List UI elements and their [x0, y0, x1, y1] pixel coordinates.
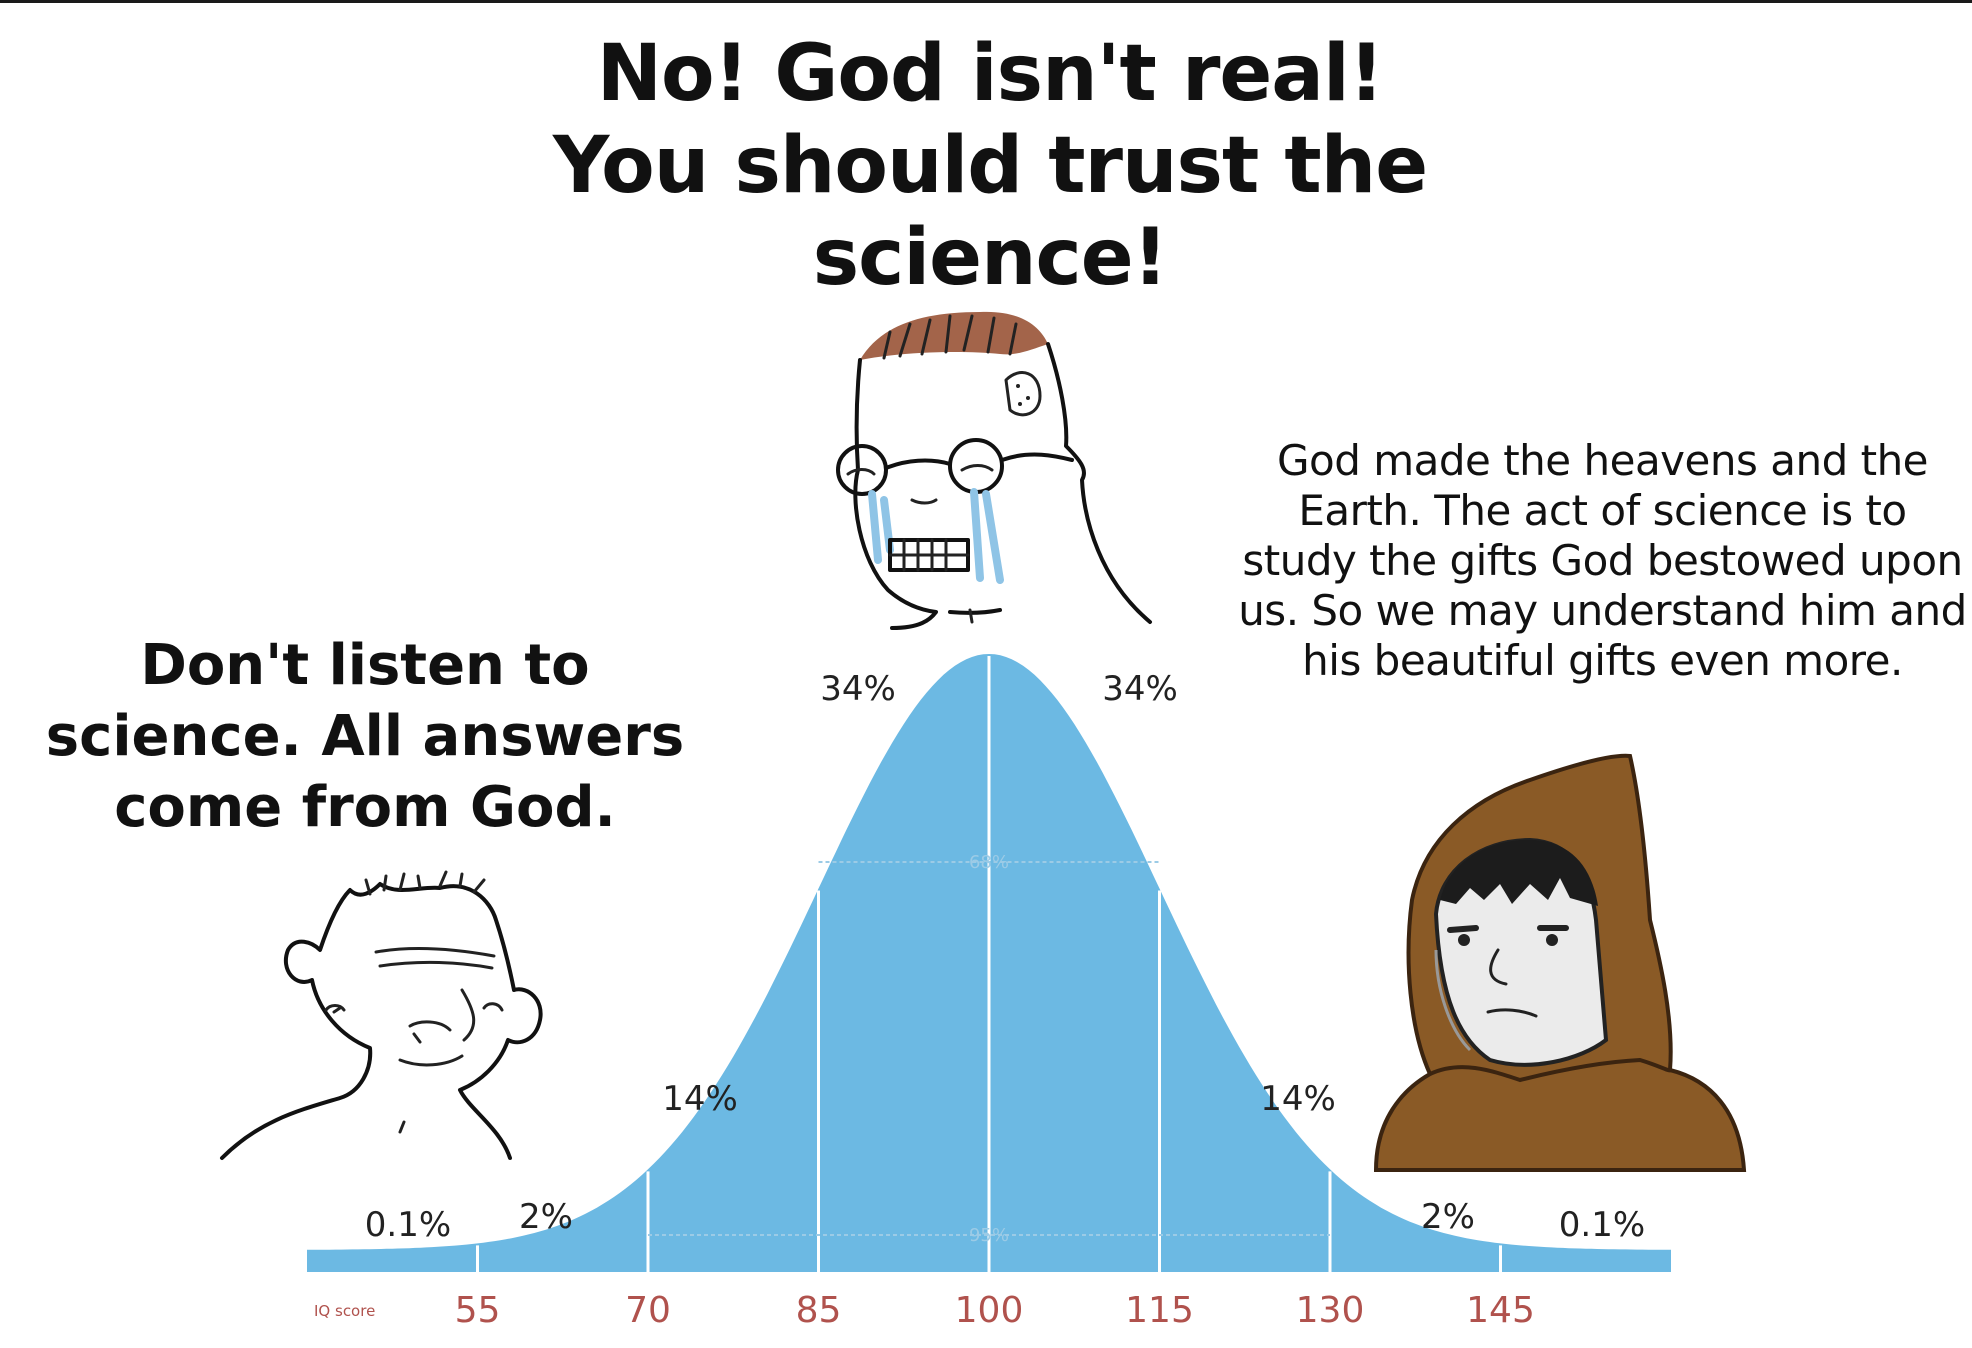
x-tick-label: 100: [955, 1290, 1024, 1331]
segment-label: 2%: [1421, 1197, 1475, 1237]
segment-label: 0.1%: [1559, 1205, 1645, 1245]
caption-left: Don't listen to science. All answers com…: [45, 633, 685, 840]
crying-nerd-wojak-icon: [836, 311, 1152, 630]
inner-label: 95%: [969, 1225, 1009, 1246]
x-tick-label: 85: [796, 1290, 842, 1331]
x-tick-label: 145: [1466, 1290, 1535, 1331]
segment-label: 2%: [519, 1197, 573, 1237]
x-tick-label: 130: [1296, 1290, 1365, 1331]
x-tick-label: 115: [1125, 1290, 1194, 1331]
x-tick-label: 70: [625, 1290, 671, 1331]
x-tick-label: 55: [455, 1290, 501, 1331]
inner-label: 68%: [969, 852, 1009, 873]
curve-layer: [307, 654, 1671, 1272]
segment-label: 14%: [662, 1079, 738, 1119]
segment-label: 14%: [1260, 1079, 1336, 1119]
segment-label: 34%: [820, 669, 896, 709]
x-axis-label: IQ score: [314, 1302, 375, 1320]
segment-label: 34%: [1102, 669, 1178, 709]
label-layer: 68% 95% 0.1% 2% 14% 34% 34% 14% 2% 0.1% 55 70 85 100 1…: [314, 669, 1645, 1331]
top-border: [0, 0, 1972, 3]
segment-label: 0.1%: [365, 1205, 451, 1245]
hooded-monk-wojak-icon: [1373, 753, 1747, 1172]
caption-middle: No! God isn't real! You should trust the…: [552, 29, 1428, 303]
caption-right: God made the heavens and the Earth. The …: [1238, 436, 1967, 685]
wojak-icon: [220, 870, 543, 1160]
